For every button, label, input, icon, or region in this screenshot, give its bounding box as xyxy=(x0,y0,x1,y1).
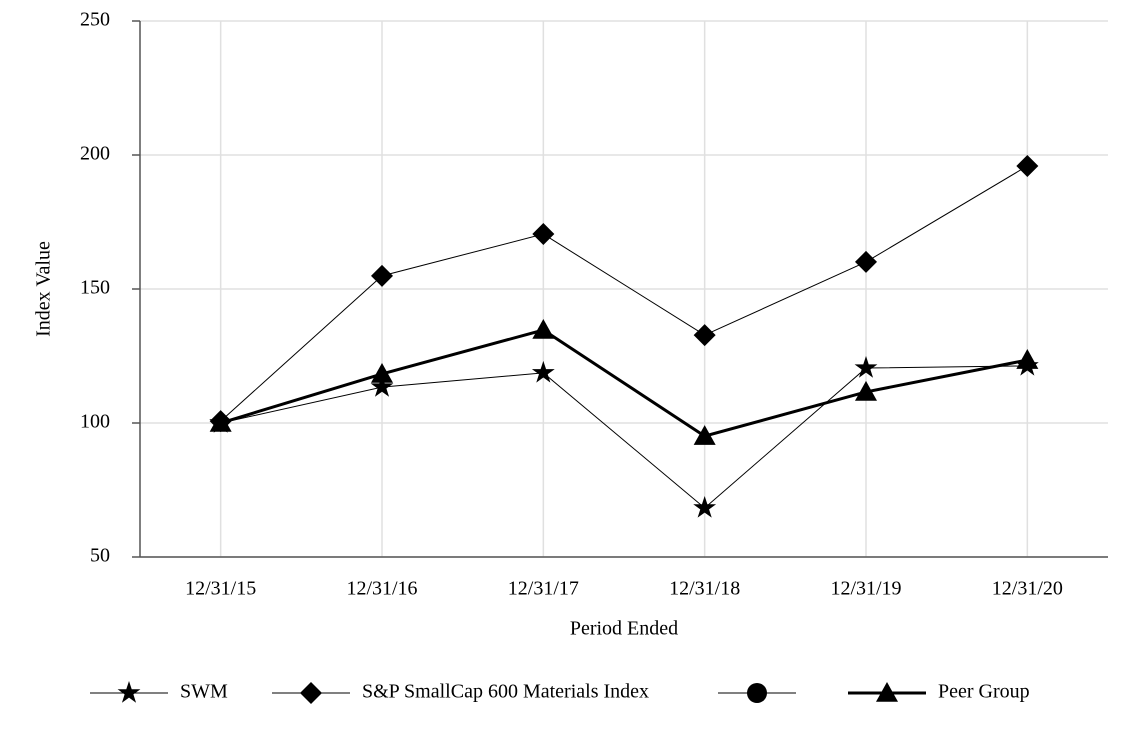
y-tick-label: 200 xyxy=(80,143,110,165)
y-tick-label: 50 xyxy=(90,545,110,567)
marker xyxy=(371,362,393,383)
y-tick-label: 100 xyxy=(80,411,110,433)
x-tick-label: 12/31/15 xyxy=(185,578,256,600)
legend-label: SWM xyxy=(180,681,228,703)
series-line xyxy=(220,165,1028,422)
marker xyxy=(693,324,716,347)
marker xyxy=(532,223,555,246)
series-line xyxy=(220,365,1028,509)
marker xyxy=(532,319,555,339)
x-tick-label: 12/31/19 xyxy=(830,578,901,600)
marker xyxy=(854,356,878,378)
x-tick-label: 12/31/16 xyxy=(346,578,417,600)
legend-marker xyxy=(876,682,898,702)
marker xyxy=(209,412,232,432)
marker xyxy=(1016,154,1039,177)
marker xyxy=(1016,349,1039,369)
y-axis-title: Index Value xyxy=(33,241,55,337)
marker xyxy=(531,360,555,383)
marker xyxy=(855,250,877,273)
marker xyxy=(693,425,716,445)
y-tick-label: 250 xyxy=(80,9,110,31)
x-tick-label: 12/31/17 xyxy=(508,578,579,600)
marker xyxy=(693,495,717,518)
marker xyxy=(370,375,394,397)
legend-label: Peer Group xyxy=(938,681,1030,703)
marker xyxy=(371,264,393,287)
legend-marker xyxy=(300,682,322,704)
marker xyxy=(855,380,877,401)
x-axis-title: Period Ended xyxy=(570,618,678,640)
x-tick-label: 12/31/18 xyxy=(669,578,740,600)
legend-label: S&P SmallCap 600 Materials Index xyxy=(362,681,649,703)
legend-marker xyxy=(117,681,141,703)
x-tick-label: 12/31/20 xyxy=(992,578,1063,600)
legend-marker xyxy=(747,683,767,703)
y-tick-label: 150 xyxy=(80,277,110,299)
series-line xyxy=(220,328,1028,438)
